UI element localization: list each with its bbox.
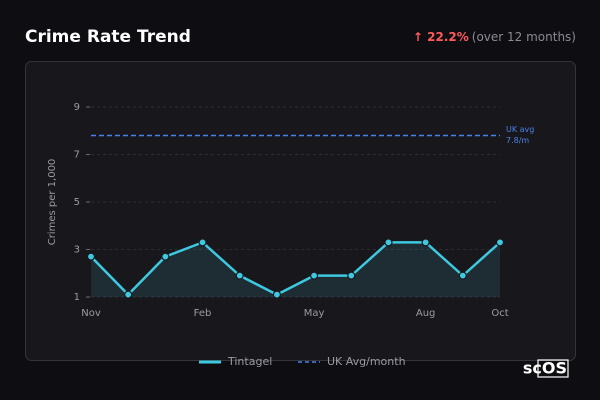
y-tick-label: 3 [74, 245, 80, 256]
change-value: ↑ 22.2% [413, 30, 469, 44]
brand-logo: scOS [523, 359, 567, 378]
point [384, 238, 393, 247]
reference-label: 7.8/m [506, 136, 529, 145]
y-tick-label: 9 [74, 102, 80, 113]
point [347, 271, 356, 280]
legend-label: Tintagel [227, 355, 272, 368]
point [458, 271, 467, 280]
line [90, 241, 501, 296]
y-tick-label: 5 [74, 197, 80, 208]
change-note: (over 12 months) [472, 30, 576, 44]
legend-label: UK Avg/month [327, 355, 406, 368]
x-tick-label: Oct [491, 308, 508, 319]
point [161, 252, 170, 261]
y-tick-label: 7 [74, 150, 80, 161]
y-tick-label: 1 [74, 292, 80, 303]
chart-title: Crime Rate Trend [25, 27, 191, 47]
area [91, 242, 500, 297]
reference-label: UK avg [506, 125, 534, 134]
point [272, 290, 282, 299]
y-axis-label: Crimes per 1,000 [47, 159, 58, 246]
point [198, 238, 207, 247]
x-tick-label: Nov [81, 308, 101, 319]
change-summary: ↑ 22.2% (over 12 months) [413, 30, 576, 44]
logo-box [537, 359, 569, 378]
x-tick-label: Aug [416, 308, 436, 319]
x-tick-label: May [304, 308, 325, 319]
point [421, 238, 430, 247]
point [235, 271, 244, 280]
point [495, 238, 505, 247]
point [124, 290, 133, 299]
x-tick-label: Feb [194, 308, 212, 319]
point [86, 252, 96, 261]
point [309, 271, 319, 280]
